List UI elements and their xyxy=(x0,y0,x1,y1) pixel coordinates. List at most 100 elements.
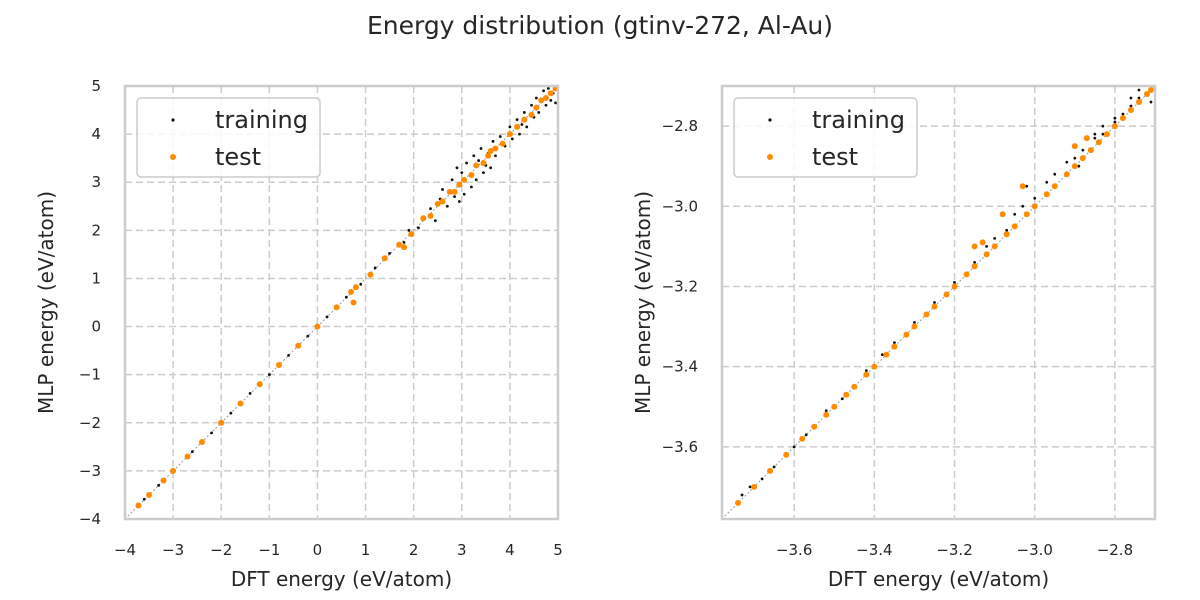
x-tick-label: 1 xyxy=(361,541,371,559)
test-point xyxy=(499,140,506,147)
x-tick-label: 2 xyxy=(409,541,419,559)
test-point xyxy=(951,283,958,290)
y-tick-label: −3 xyxy=(79,462,101,480)
test-point xyxy=(1063,171,1070,178)
test-point xyxy=(735,499,742,506)
training-point xyxy=(433,219,437,223)
training-point xyxy=(1137,88,1141,92)
test-point xyxy=(538,97,545,104)
test-point xyxy=(434,200,441,207)
test-point xyxy=(473,162,480,169)
test-point xyxy=(367,271,374,278)
axes-frame xyxy=(720,84,1157,521)
training-point xyxy=(520,123,524,126)
training-point xyxy=(864,369,868,373)
training-point xyxy=(1073,156,1077,160)
x-tick-label: −1 xyxy=(258,541,280,559)
x-axis-label: DFT energy (eV/atom) xyxy=(828,567,1049,591)
x-axis-label: DFT energy (eV/atom) xyxy=(231,567,452,591)
axes-frame xyxy=(123,84,560,521)
test-point xyxy=(1095,139,1102,146)
test-point xyxy=(991,243,998,250)
training-point xyxy=(457,200,461,203)
legend: training test xyxy=(136,97,321,178)
training-point xyxy=(344,295,348,299)
training-point xyxy=(460,171,464,175)
training-point xyxy=(325,315,329,319)
training-point xyxy=(522,111,526,114)
training-point xyxy=(472,154,476,158)
training-point xyxy=(429,207,432,211)
x-tick-label: −3.2 xyxy=(936,541,972,559)
training-point xyxy=(1101,124,1105,128)
test-point xyxy=(135,502,142,509)
training-point xyxy=(515,118,519,122)
training-point xyxy=(407,228,411,232)
training-point xyxy=(1129,96,1133,100)
training-point xyxy=(388,252,392,255)
training-point xyxy=(489,166,493,170)
test-point xyxy=(931,303,938,310)
x-tick-label: −4 xyxy=(114,541,136,559)
y-axis-label: MLP energy (eV/atom) xyxy=(631,191,655,414)
test-point xyxy=(160,477,167,484)
test-point xyxy=(542,95,549,102)
y-tick-label: −3.2 xyxy=(662,277,698,295)
training-point xyxy=(1081,148,1085,152)
training-point xyxy=(1113,116,1117,120)
x-tick-label: −3.0 xyxy=(1017,541,1053,559)
training-point xyxy=(417,226,420,230)
test-point xyxy=(552,86,558,92)
y-tick-label: −3.0 xyxy=(662,197,698,215)
training-point xyxy=(450,178,454,182)
figure-title: Energy distribution (gtinv-272, Al-Au) xyxy=(367,11,833,40)
training-point xyxy=(453,195,456,199)
test-point xyxy=(963,271,970,278)
training-point xyxy=(1033,196,1037,200)
test-point xyxy=(923,311,930,318)
training-point xyxy=(1005,228,1009,232)
test-point xyxy=(983,251,990,258)
y-tick-label: −4 xyxy=(79,510,101,528)
x-tick-label: −3.6 xyxy=(776,541,812,559)
training-point xyxy=(510,137,514,141)
test-point xyxy=(170,467,177,474)
y-axis-label: MLP energy (eV/atom) xyxy=(34,191,58,414)
training-point xyxy=(287,354,290,357)
legend-label-training: training xyxy=(812,106,905,134)
test-point xyxy=(408,231,415,238)
training-point xyxy=(546,87,550,90)
test-point xyxy=(446,188,453,195)
test-point xyxy=(506,131,513,138)
training-point xyxy=(1149,100,1153,104)
x-tick-label: −2 xyxy=(210,541,232,559)
training-point xyxy=(892,341,896,344)
x-tick-label: 0 xyxy=(313,541,323,559)
test-point xyxy=(1119,115,1126,122)
legend-box xyxy=(136,97,321,178)
training-point xyxy=(537,111,541,114)
training-point xyxy=(402,240,406,244)
legend-label-training: training xyxy=(215,106,308,134)
training-point xyxy=(1121,112,1125,116)
test-point xyxy=(1103,131,1110,138)
training-point xyxy=(462,192,466,196)
test-point xyxy=(218,419,225,426)
x-tick-label: −2.8 xyxy=(1097,541,1133,559)
training-point xyxy=(142,497,146,501)
training-point xyxy=(157,483,161,487)
training-point xyxy=(518,132,521,136)
test-point xyxy=(979,239,986,246)
test-point xyxy=(1071,163,1078,170)
legend-marker-training xyxy=(171,118,175,122)
training-point xyxy=(455,166,459,170)
test-point xyxy=(751,483,758,490)
points-layer xyxy=(735,87,1154,506)
training-point xyxy=(508,125,512,129)
test-point xyxy=(401,244,408,251)
test-point xyxy=(1071,143,1078,150)
x-tick-label: 5 xyxy=(553,541,563,559)
test-point xyxy=(799,435,806,442)
training-point xyxy=(534,96,538,100)
